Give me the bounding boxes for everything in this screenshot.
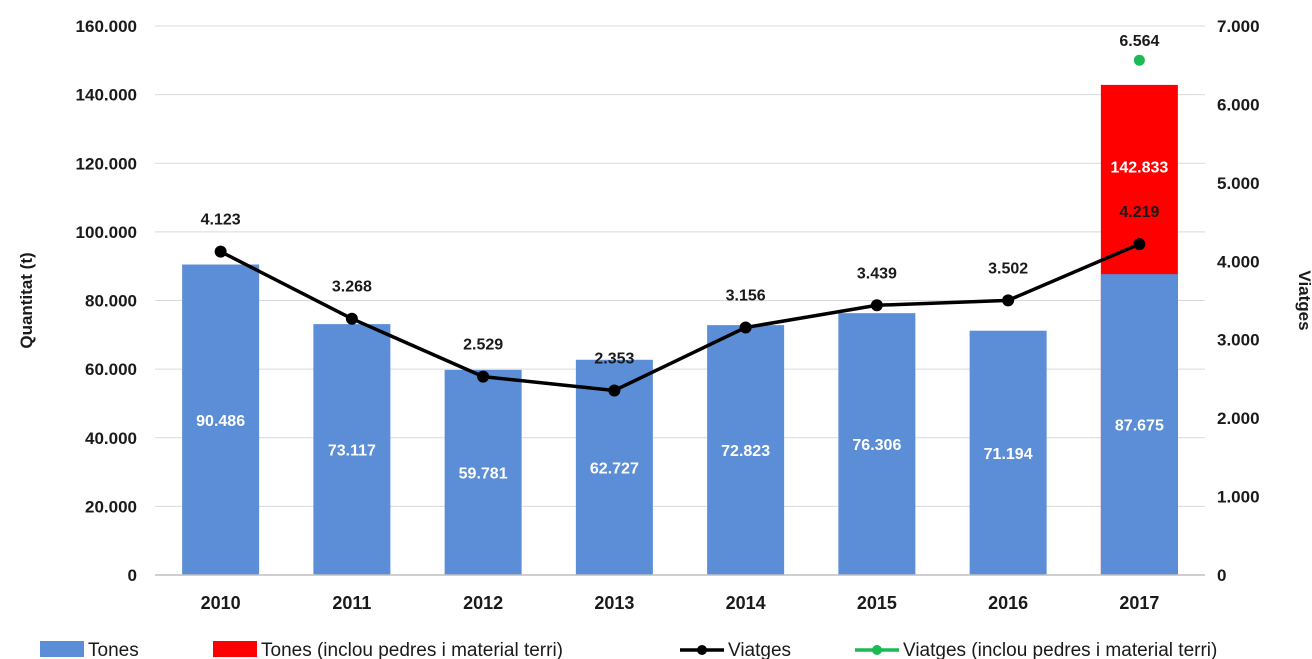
legend-swatch-marker: [697, 645, 707, 655]
bars: [182, 84, 1178, 575]
y-left-tick-label: 140.000: [76, 86, 137, 105]
legend-label: Tones: [88, 640, 139, 659]
x-tick-label: 2011: [332, 593, 371, 613]
y-right-axis-title: Viatges: [1295, 270, 1312, 330]
point-viatges-incl-pedres: [1133, 54, 1145, 66]
bar-tones: [182, 264, 260, 575]
x-tick-label: 2016: [988, 593, 1028, 613]
point-viatges-label: 3.268: [332, 279, 372, 296]
y-left-tick-label: 40.000: [85, 429, 137, 448]
y-right-tick-label: 3.000: [1217, 331, 1260, 350]
x-tick-label: 2012: [463, 593, 503, 613]
legend-label: Viatges: [728, 640, 791, 659]
point-viatges-label: 3.502: [988, 260, 1028, 277]
bar-tones-label: 62.727: [590, 460, 639, 477]
point-viatges: [345, 312, 358, 325]
bar-tones-label: 87.675: [1115, 418, 1164, 435]
point-viatges-label: 4.123: [201, 212, 241, 229]
bar-tones-label: 90.486: [196, 413, 245, 430]
bar-tones: [707, 325, 785, 575]
y-left-tick-label: 160.000: [76, 17, 137, 36]
y-left-tick-label: 120.000: [76, 154, 137, 173]
point-viatges: [739, 321, 752, 334]
y-left-tick-label: 80.000: [85, 292, 137, 311]
bar-tones: [969, 330, 1047, 575]
x-tick-label: 2017: [1119, 593, 1159, 613]
bar-tones: [838, 313, 916, 575]
y-right-tick-label: 0: [1217, 566, 1226, 585]
y-right-tick-label: 5.000: [1217, 174, 1260, 193]
bar-tones: [1100, 274, 1178, 575]
y-left-tick-label: 100.000: [76, 223, 137, 242]
x-tick-label: 2014: [726, 593, 766, 613]
x-tick-label: 2015: [857, 593, 897, 613]
point-viatges: [608, 384, 621, 397]
point-viatges-label: 4.219: [1119, 204, 1159, 221]
x-tick-label: 2010: [201, 593, 241, 613]
bar-tones: [444, 369, 522, 575]
point-viatges: [1133, 238, 1146, 251]
point-viatges-label: 2.353: [594, 350, 634, 367]
point-viatges-label: 2.529: [463, 337, 503, 354]
line-viatges: [219, 242, 1141, 393]
legend-swatch: [40, 641, 84, 657]
bar-tones-label: 73.117: [328, 443, 376, 460]
y-right-tick-label: 1.000: [1217, 488, 1260, 507]
x-tick-label: 2013: [594, 593, 634, 613]
y-right-tick-label: 4.000: [1217, 252, 1260, 271]
y-right-tick-label: 2.000: [1217, 409, 1260, 428]
legend-swatch: [213, 641, 257, 657]
point-viatges: [1002, 294, 1015, 307]
lines: [214, 54, 1146, 397]
point-viatges: [870, 299, 883, 312]
y-left-axis-title: Quantitat (t): [17, 252, 36, 348]
bar-tones-label: 72.823: [721, 443, 770, 460]
bar-tones-label: 71.194: [984, 446, 1033, 463]
y-right-tick-label: 7.000: [1217, 17, 1260, 36]
y-left-tick-label: 20.000: [85, 497, 137, 516]
y-right-tick-label: 6.000: [1217, 95, 1260, 114]
bar-tones: [313, 324, 391, 575]
legend: Tones Tones (inclou pedres i material ter…: [40, 640, 1217, 659]
gridlines: [155, 25, 1205, 507]
point-viatges-incl-pedres-label: 6.564: [1119, 33, 1159, 50]
bar-tones-label: 59.781: [459, 465, 508, 482]
point-viatges: [477, 370, 490, 383]
y-left-tick-label: 0: [128, 566, 137, 585]
legend-label: Viatges (inclou pedres i material terri): [903, 640, 1217, 659]
legend-swatch-marker: [872, 645, 882, 655]
bar-tones-incl-pedres-label: 142.833: [1110, 159, 1168, 176]
axes: 0 20.000 40.000 60.000 80.000 100.000 120.000 1…: [17, 17, 1312, 613]
point-viatges-label: 3.156: [726, 287, 766, 304]
bar-tones-label: 76.306: [852, 437, 901, 454]
point-viatges-label: 3.439: [857, 265, 897, 282]
data-labels: 90.486 73.117 59.781 62.727 72.823 76.306 71.1…: [196, 33, 1168, 482]
point-viatges: [214, 245, 227, 258]
legend-label: Tones (inclou pedres i material terri): [261, 640, 563, 659]
y-left-tick-label: 60.000: [85, 360, 137, 379]
